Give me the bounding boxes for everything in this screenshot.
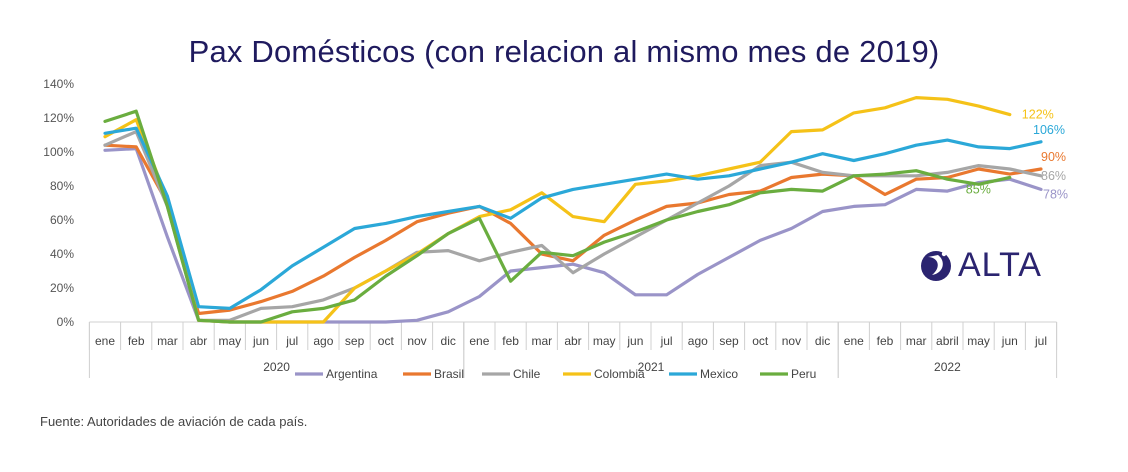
y-tick-label: 140% [43, 77, 74, 91]
x-tick-label: jun [252, 334, 269, 348]
x-tick-label: ene [469, 334, 489, 348]
x-tick-label: mar [906, 334, 927, 348]
x-tick-label: feb [502, 334, 519, 348]
legend-label-chile: Chile [513, 367, 541, 381]
end-label-brasil: 90% [1041, 150, 1066, 164]
series-line-brasil [103, 143, 1043, 316]
end-label-colombia: 122% [1022, 108, 1054, 122]
end-label-argentina: 78% [1043, 187, 1068, 201]
end-label-mexico: 106% [1033, 123, 1065, 137]
axis-layer: 0%20%40%60%80%100%120%140%ene feb mar abr ma… [43, 77, 1058, 378]
legend-label-colombia: Colombia [594, 367, 645, 381]
x-tick-label: ene [844, 334, 864, 348]
y-tick-label: 40% [50, 247, 74, 261]
end-label-peru: 85% [966, 183, 991, 197]
x-tick-label: mar [157, 334, 178, 348]
y-tick-label: 60% [50, 213, 74, 227]
x-tick-label: jul [285, 334, 298, 348]
source-note: Fuente: Autoridades de aviación de cada … [40, 414, 308, 429]
x-tick-label: abr [564, 334, 581, 348]
x-tick-label: abril [936, 334, 959, 348]
series-layer [103, 96, 1043, 324]
x-tick-label: ago [688, 334, 708, 348]
x-tick-label: jul [660, 334, 673, 348]
series-line-mexico [103, 126, 1043, 310]
line-chart: 0%20%40%60%80%100%120%140%ene feb mar abr ma… [43, 77, 1068, 381]
x-tick-label: nov [407, 334, 426, 348]
x-tick-label: ago [313, 334, 333, 348]
series-line-colombia [103, 96, 1012, 324]
legend-label-brasil: Brasil [434, 367, 464, 381]
x-tick-label: dic [815, 334, 830, 348]
x-tick-label: may [593, 334, 616, 348]
end-labels-layer: 78% 90% 86% 122%106% 85% [966, 108, 1068, 202]
legend-label-mexico: Mexico [700, 367, 738, 381]
x-tick-label: oct [378, 334, 395, 348]
x-tick-label: feb [877, 334, 894, 348]
x-tick-label: ene [95, 334, 115, 348]
x-tick-label: oct [752, 334, 769, 348]
x-tick-label: may [967, 334, 990, 348]
alta-logo: ALTA [918, 245, 1042, 285]
year-label: 2022 [934, 360, 961, 374]
y-tick-label: 20% [50, 281, 74, 295]
end-label-chile: 86% [1041, 169, 1066, 183]
chart-title: Pax Domésticos (con relacion al mismo me… [188, 34, 940, 69]
series-line-chile [103, 130, 1043, 322]
legend-label-peru: Peru [791, 367, 816, 381]
x-tick-label: may [218, 334, 241, 348]
x-tick-label: mar [531, 334, 552, 348]
year-label: 2020 [263, 360, 290, 374]
x-tick-label: jun [1001, 334, 1018, 348]
series-line-peru [103, 109, 1012, 324]
x-tick-label: sep [345, 334, 365, 348]
y-tick-label: 100% [43, 145, 74, 159]
x-tick-label: nov [782, 334, 801, 348]
x-tick-label: abr [190, 334, 207, 348]
x-tick-label: sep [719, 334, 739, 348]
alta-logo-text: ALTA [958, 245, 1042, 284]
x-tick-label: jul [1034, 334, 1047, 348]
x-tick-label: dic [441, 334, 456, 348]
x-tick-label: feb [128, 334, 145, 348]
y-tick-label: 80% [50, 179, 74, 193]
x-tick-label: jun [626, 334, 643, 348]
legend-label-argentina: Argentina [326, 367, 378, 381]
y-tick-label: 0% [57, 315, 75, 329]
legend: Argentina Brasil Chile Colombia Mexico Peru [295, 367, 816, 381]
alta-globe-icon [921, 251, 951, 281]
year-label: 2021 [638, 360, 665, 374]
y-tick-label: 120% [43, 111, 74, 125]
